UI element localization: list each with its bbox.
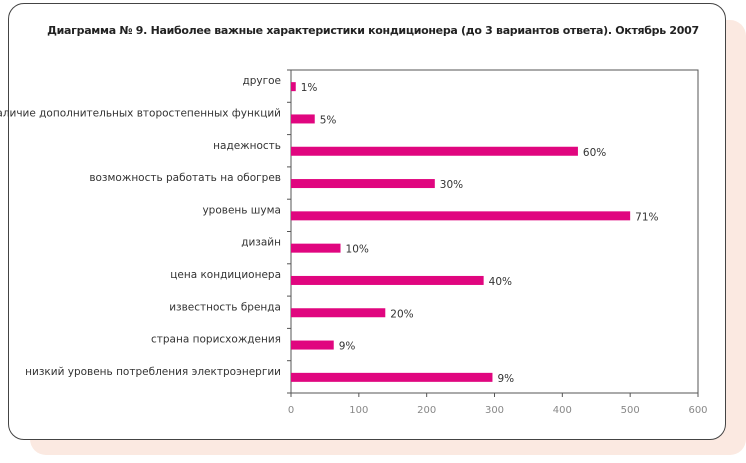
bar xyxy=(291,372,493,382)
data-label: 5% xyxy=(320,114,337,126)
x-tick-label: 100 xyxy=(349,405,368,416)
bar xyxy=(291,243,341,253)
category-label: цена кондиционера xyxy=(170,269,281,281)
chart-card xyxy=(8,3,726,440)
data-label: 71% xyxy=(635,211,658,223)
x-tick-label: 0 xyxy=(288,405,294,416)
category-label: дизайн xyxy=(241,237,281,249)
data-label: 10% xyxy=(346,244,369,256)
data-label: 1% xyxy=(301,82,318,94)
bar xyxy=(291,308,386,318)
bar xyxy=(291,146,578,156)
data-label: 20% xyxy=(390,308,413,320)
chart-title: Диаграмма № 9. Наиболее важные характери… xyxy=(47,24,699,37)
x-tick-label: 600 xyxy=(688,405,707,416)
category-label: надежность xyxy=(213,140,281,152)
x-tick-label: 300 xyxy=(485,405,504,416)
category-label: другое xyxy=(242,75,281,87)
data-label: 9% xyxy=(497,373,514,385)
category-label: возможность работать на обогрев xyxy=(89,172,281,184)
category-label: низкий уровень потребления электроэнерги… xyxy=(25,366,281,378)
category-label: наличие дополнительных второстепенных фу… xyxy=(0,107,281,119)
bar xyxy=(291,82,296,92)
bar xyxy=(291,211,631,221)
category-label: уровень шума xyxy=(202,204,281,216)
bar xyxy=(291,275,484,285)
category-label: страна порисхождения xyxy=(151,334,281,346)
data-label: 40% xyxy=(489,276,512,288)
x-tick-label: 400 xyxy=(553,405,572,416)
bar xyxy=(291,114,315,124)
bar xyxy=(291,340,334,350)
data-label: 9% xyxy=(339,341,356,353)
bar xyxy=(291,179,435,189)
x-tick-label: 500 xyxy=(621,405,640,416)
category-label: известность бренда xyxy=(169,301,281,313)
x-tick-label: 200 xyxy=(417,405,436,416)
data-label: 30% xyxy=(440,179,463,191)
data-label: 60% xyxy=(583,147,606,159)
